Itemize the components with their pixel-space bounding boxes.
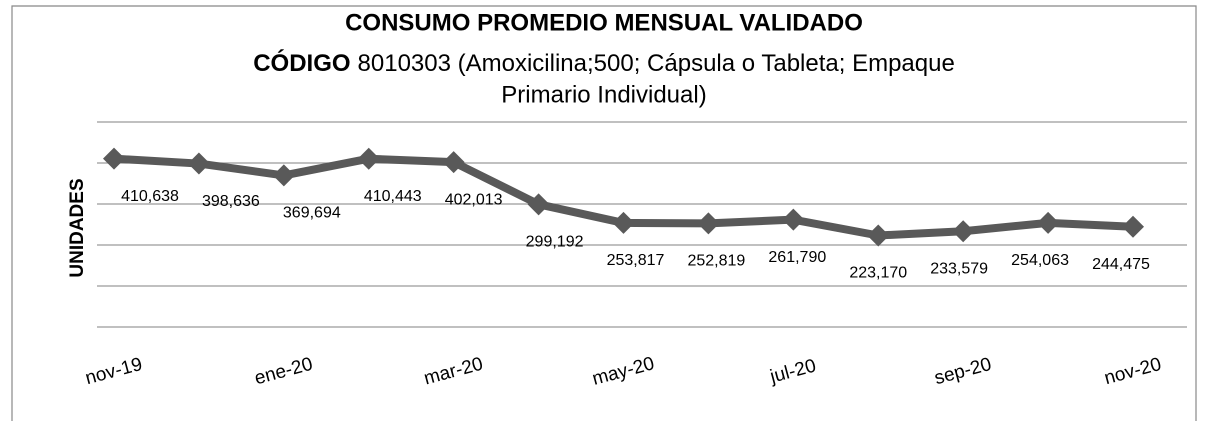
subtitle-text: 8010303 (Amoxicilina;500; Cápsula o Tabl… (358, 50, 955, 77)
data-marker (1037, 211, 1060, 234)
data-label: 410,443 (364, 188, 422, 205)
data-marker (442, 151, 465, 174)
data-marker (357, 147, 380, 170)
chart-subtitle: CÓDIGO 8010303 (Amoxicilina;500; Cápsula … (253, 49, 955, 77)
x-tick-label: may-20 (590, 353, 657, 390)
data-label: 402,013 (445, 191, 503, 208)
x-tick-label: sep-20 (932, 354, 994, 389)
data-label: 252,819 (687, 253, 745, 270)
data-marker (272, 164, 295, 187)
data-label: 261,790 (768, 249, 826, 266)
data-marker (697, 212, 720, 235)
data-label: 244,475 (1092, 256, 1150, 273)
chart-subtitle: Primario Individual) (501, 81, 706, 108)
data-label: 254,063 (1011, 252, 1069, 269)
data-label: 299,192 (526, 234, 584, 251)
x-tick-label: nov-20 (1102, 354, 1164, 389)
y-axis-label: UNIDADES (67, 178, 88, 277)
data-marker (612, 211, 635, 234)
data-label: 253,817 (607, 252, 665, 269)
data-marker (952, 220, 975, 243)
data-marker (782, 208, 805, 231)
data-label: 369,694 (283, 205, 341, 222)
x-tick-label: nov-19 (83, 354, 145, 389)
data-marker (527, 193, 550, 216)
chart-title: CONSUMO PROMEDIO MENSUAL VALIDADO (345, 9, 863, 36)
data-marker (103, 147, 125, 170)
data-marker (1122, 215, 1144, 238)
x-tick-label: mar-20 (422, 354, 486, 390)
data-label: 398,636 (202, 193, 260, 210)
data-marker (867, 224, 890, 247)
x-tick-label: jul-20 (767, 355, 818, 388)
data-marker (187, 152, 210, 175)
x-tick-label: ene-20 (252, 354, 315, 390)
data-label: 233,579 (930, 260, 988, 277)
data-label: 410,638 (121, 188, 179, 205)
subtitle-code: CÓDIGO (253, 49, 350, 77)
chart-frame (11, 5, 1197, 421)
data-label: 223,170 (849, 265, 907, 282)
